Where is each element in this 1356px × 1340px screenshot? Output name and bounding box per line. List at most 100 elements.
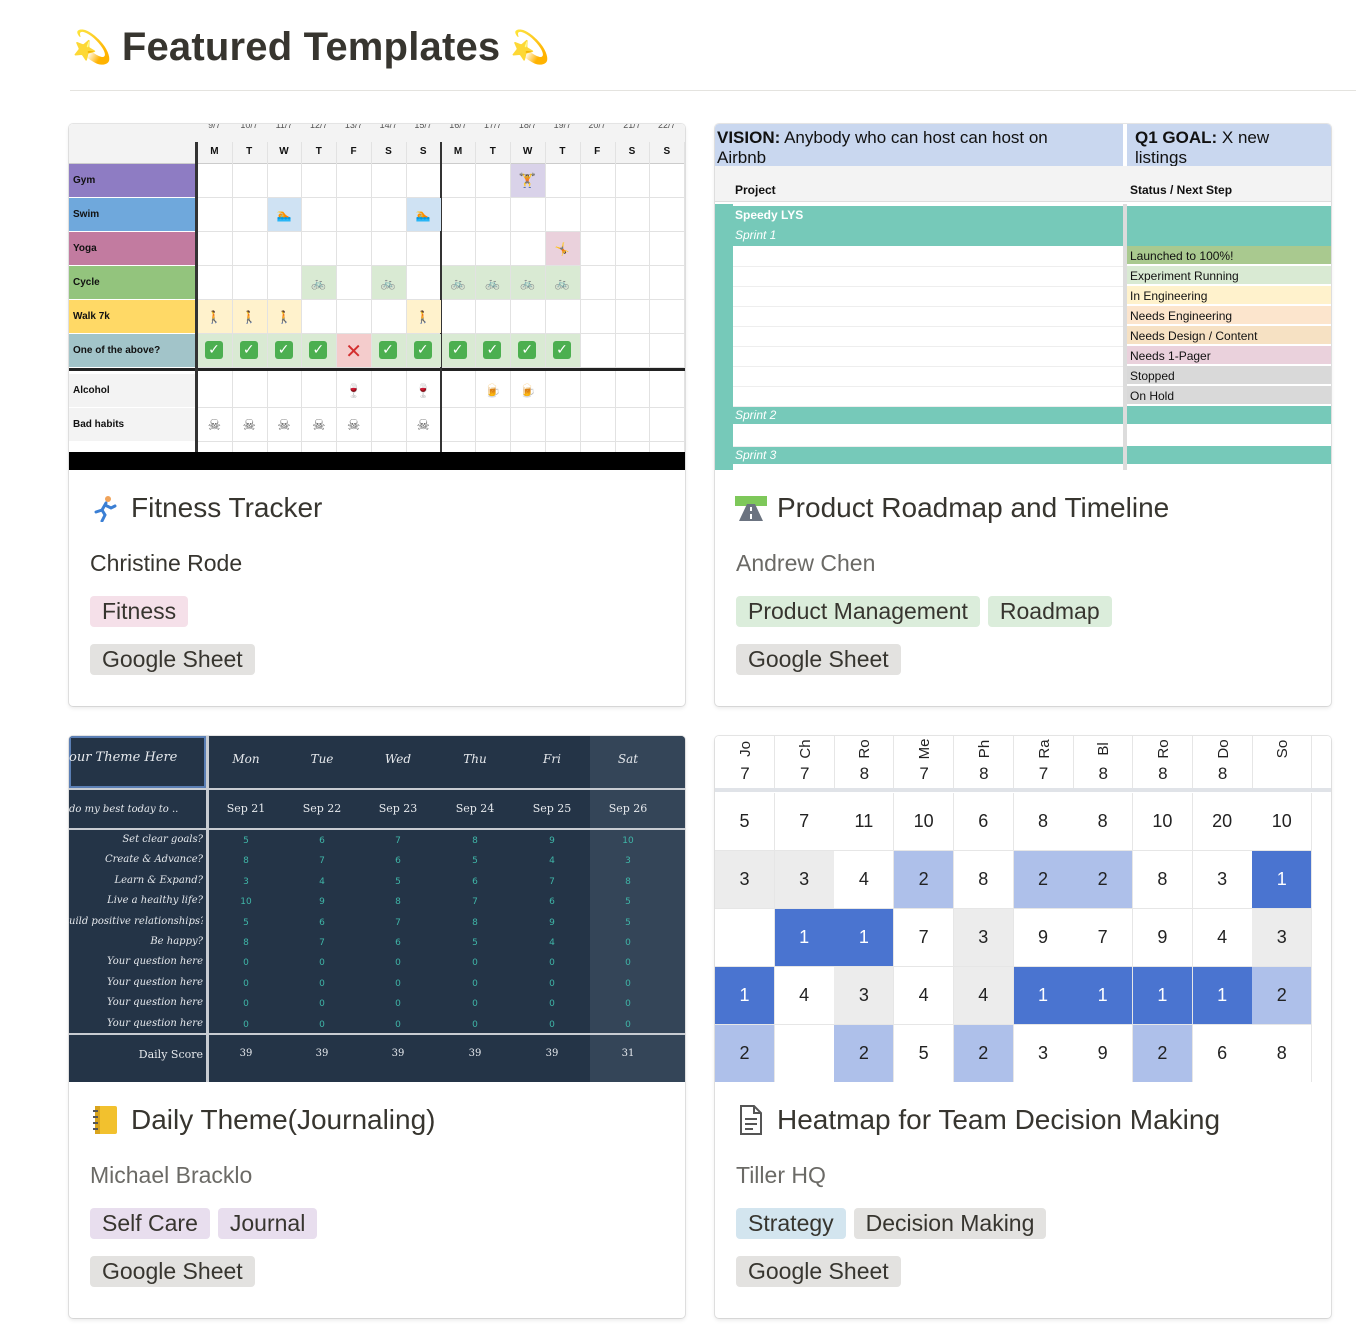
skull-icon: ☠ [242,416,256,434]
row-gap [733,426,1123,446]
walker-icon: 🚶 [206,310,222,324]
template-card-heatmap[interactable]: Jo 7 Ch 7 Ro 8 Me 7 Ph 8 Ra 7 Bl 8 Ro 8 Do 8 So 5 7 11 10 6 8 8 10… [715,736,1331,1318]
category-tags: Strategy Decision Making [736,1208,1047,1239]
column-header: So [1273,739,1291,759]
date-label: 18/7 [518,124,537,130]
question-value: 6 [319,917,325,928]
cell-highlight [337,334,371,367]
question-value: 6 [319,836,325,846]
template-card-product-roadmap[interactable]: VISION: Anybody who can host can host on… [715,124,1331,706]
column-subheader: 8 [979,764,989,783]
check-icon: ✓ [553,341,571,359]
template-card-fitness-tracker[interactable]: 9/7 M 10/7 T 11/7 W 12/7 T 13/7 F 14/7 S 15/7 S 16/7 M 1… [69,124,685,706]
row-line [733,306,1123,307]
heatmap-cell: 11 [834,793,895,851]
cell-highlight [546,266,580,299]
heatmap-cell: 3 [715,851,775,909]
column-subheader: 8 [1158,764,1168,783]
question-value: 9 [319,897,325,908]
question-value: 5 [243,917,249,928]
cell-highlight [406,198,441,231]
page-icon [735,1104,767,1136]
cell-highlight [372,266,406,299]
card-title-row: Product Roadmap and Timeline [735,492,1169,524]
weight-row-band [69,452,685,470]
question-value: 5 [472,938,478,948]
tag-fitness[interactable]: Fitness [90,596,189,627]
card-title: Daily Theme(Journaling) [131,1104,436,1135]
grid-line [614,142,616,452]
col-project: Project [735,183,776,197]
status-swatch [1127,286,1331,305]
column-header-cell [894,736,955,790]
question-value: 0 [625,978,631,989]
date-label: 13/7 [344,124,363,130]
tag-product-management[interactable]: Product Management [736,596,980,627]
tag-self-care[interactable]: Self Care [90,1208,210,1239]
question-value: 5 [625,897,631,908]
question-value: 0 [319,1019,325,1030]
day-header: Mon [232,752,260,766]
card-title-row: Daily Theme(Journaling) [89,1104,436,1136]
row-line [733,286,1123,287]
heatmap-cell: 6 [953,793,1014,851]
question-value: 0 [319,978,325,989]
row-line [733,446,1123,447]
template-preview: 9/7 M 10/7 T 11/7 W 12/7 T 13/7 F 14/7 S 15/7 S 16/7 M 1… [69,124,685,470]
column-subheader: 7 [919,764,929,783]
tag-decision-making[interactable]: Decision Making [853,1208,1047,1239]
question-value: 9 [549,917,555,928]
tag-roadmap[interactable]: Roadmap [987,596,1112,627]
status-swatch [1127,246,1331,265]
card-title-row: Heatmap for Team Decision Making [735,1104,1220,1136]
heatmap-cell: 1 [1013,967,1074,1025]
section-divider [69,368,685,371]
tag-google-sheet[interactable]: Google Sheet [90,644,255,675]
tag-google-sheet[interactable]: Google Sheet [736,644,901,675]
day-header: Sat [617,752,639,766]
column-header-cell [775,736,835,790]
sat-column-bg [590,736,685,1082]
skull-icon: ☠ [207,416,222,434]
journal-sheet-preview: our Theme Here do my best today to .. Mon S… [69,736,685,1082]
heatmap-cell: 2 [1013,851,1074,909]
heatmap-cell: 10 [1252,793,1313,851]
status-label: Experiment Running [1130,269,1239,283]
question-value: 0 [625,1019,631,1030]
cell-highlight [232,300,267,333]
date-label: 22/7 [658,124,676,130]
heatmap-cell: 1 [774,909,835,967]
card-author: Christine Rode [90,550,243,576]
question-value: 3 [243,876,249,887]
heatmap-cell: 2 [834,1025,895,1082]
dizzy-icon: 💫 [510,28,551,66]
tag-google-sheet[interactable]: Google Sheet [736,1256,901,1287]
bicycle-icon: 🚲 [311,276,327,290]
template-card-daily-theme[interactable]: our Theme Here do my best today to .. Mon S… [69,736,685,1318]
tag-google-sheet[interactable]: Google Sheet [90,1256,255,1287]
date-label: 21/7 [623,124,641,130]
question-value: 0 [549,999,555,1010]
heatmap-cell: 8 [953,851,1014,909]
question-value: 10 [622,836,634,846]
question-value: 4 [549,856,555,867]
tag-strategy[interactable]: Strategy [736,1208,846,1239]
score-divider [69,1033,685,1035]
question-value: 0 [549,1019,555,1030]
question-value: 7 [319,856,325,867]
question-value: 8 [625,876,631,887]
check-icon: ✓ [205,341,223,359]
row-label: Yoga [69,232,195,266]
category-tags: Product Management Roadmap [736,596,1112,627]
column-header-cell [715,736,775,790]
check-icon: ✓ [379,341,397,359]
question-value: 0 [472,1019,478,1030]
cell-highlight [267,198,302,231]
tag-journal[interactable]: Journal [217,1208,318,1239]
heatmap-cell: 1 [834,909,895,967]
status-swatch [1127,306,1331,325]
row-line [733,406,1123,407]
day-header: Thu [463,752,487,766]
daily-score: 31 [621,1048,635,1059]
grid-line [475,142,477,452]
